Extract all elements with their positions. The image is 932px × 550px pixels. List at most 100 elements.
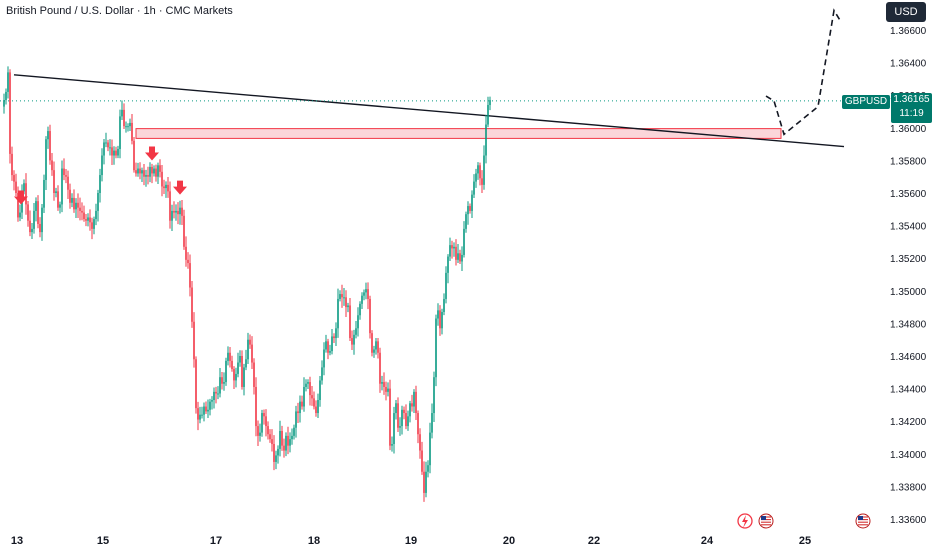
candle-body [33,210,35,229]
drawings-group [0,8,880,529]
time-tick-label: 20 [503,535,515,547]
candle-body [283,445,285,451]
candle-body [217,393,219,395]
candle-body [489,100,491,105]
candle-body [265,416,267,427]
bar-countdown: 11:19 [899,108,924,119]
candle-body [475,173,477,182]
time-tick-label: 15 [97,535,109,547]
candle-body [331,336,333,352]
candle-body [53,170,55,193]
candle-body [327,341,329,353]
candle-body [407,416,409,427]
price-tick-label: 1.34800 [890,319,927,330]
candle-body [203,406,205,415]
candle-body [419,434,421,451]
candle-body [277,448,279,456]
candle-body [375,341,377,350]
candle-body [259,432,261,436]
candle-body [17,193,19,218]
candle-body [219,377,221,394]
time-axis[interactable]: 13 15 17 18 19 20 22 24 25 [11,535,811,547]
candle-body [197,408,199,420]
candle-body [127,126,129,128]
candle-body [267,426,269,435]
candle-body [23,183,25,192]
candle-body [137,168,139,174]
candles-group [3,66,491,502]
candle-body [67,176,69,190]
candle-body [11,153,13,176]
candle-body [213,391,215,401]
price-tick-label: 1.34400 [890,385,927,396]
candle-body [165,184,167,189]
candle-body [373,349,375,353]
candle-body [9,72,11,154]
price-axis-panel [880,0,932,550]
candle-body [235,373,237,381]
flag-canton [858,516,863,520]
price-tick-label: 1.35400 [890,222,927,233]
candle-body [195,359,197,409]
candle-body [435,318,437,378]
candle-body [83,212,85,220]
candle-body [457,253,459,260]
candle-body [85,219,87,221]
candle-body [7,72,9,92]
price-tick-label: 1.33800 [890,482,927,493]
candle-body [413,391,415,407]
candle-body [87,217,89,221]
candle-body [109,147,111,149]
candle-body [437,310,439,319]
candle-body [71,197,73,203]
candle-body [245,359,247,368]
candle-body [453,246,455,249]
candle-body [243,367,245,387]
candle-body [55,191,57,193]
candle-body [365,289,367,293]
candle-body [353,334,355,345]
candle-body [61,168,63,205]
candle-body [487,104,489,125]
trendline [13,74,845,148]
down-arrow-icon [145,146,159,161]
candle-body [187,259,189,264]
price-tick-label: 1.35000 [890,287,927,298]
candle-body [97,193,99,211]
candle-body [293,427,295,436]
candle-body [465,214,467,229]
currency-button[interactable]: USD [886,2,926,22]
candle-body [27,204,29,221]
candle-body [177,210,179,215]
candle-body [151,166,153,174]
candle-body [275,455,277,462]
candle-body [391,444,393,446]
candle-body [111,147,113,156]
price-tick-label: 1.34600 [890,352,927,363]
candle-body [113,150,115,156]
candle-body [485,124,487,156]
candle-body [345,297,347,308]
candle-body [57,191,59,208]
candle-body [357,315,359,329]
candle-body [125,126,127,128]
price-axis[interactable]: 1.366001.364001.362001.360001.358001.356… [880,0,932,550]
candle-body [189,263,191,288]
candle-body [89,217,91,223]
candle-body [347,305,349,308]
candle-body [287,435,289,446]
candle-body [205,406,207,412]
price-tick-label: 1.36400 [890,59,927,70]
price-tick-label: 1.34200 [890,417,927,428]
candle-body [31,228,33,233]
candle-body [179,207,181,215]
candle-body [169,191,171,221]
candle-body [333,336,335,339]
candle-body [253,362,255,387]
candle-body [225,360,227,383]
candle-body [49,131,51,161]
price-tick-label: 1.35600 [890,189,927,200]
candle-body [193,321,195,360]
candle-body [15,181,17,193]
